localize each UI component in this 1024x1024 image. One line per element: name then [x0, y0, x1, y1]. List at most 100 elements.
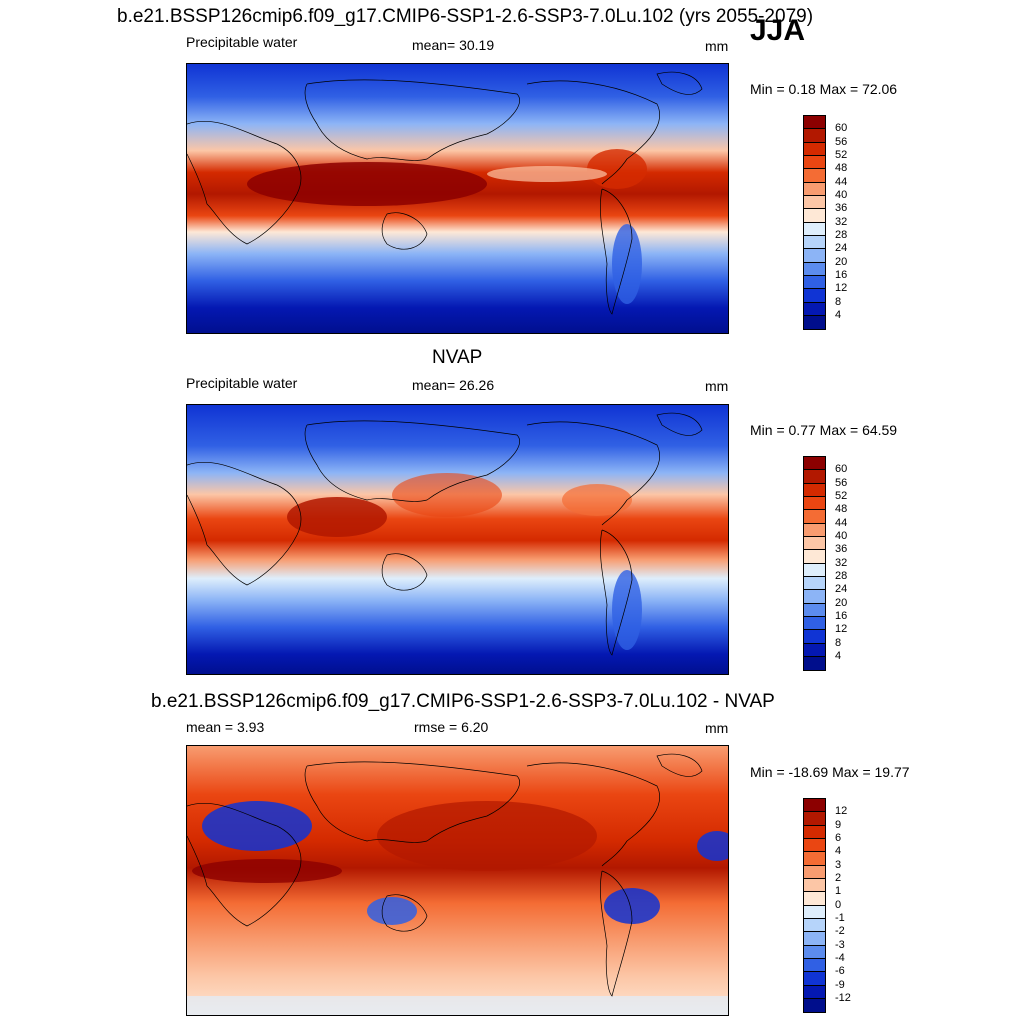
colorbar-swatch — [804, 169, 825, 183]
colorbar-swatch — [804, 799, 825, 813]
colorbar-swatch — [804, 865, 825, 879]
panel3-mean: mean = 3.93 — [186, 719, 264, 735]
colorbar-tick-label: 12 — [835, 282, 848, 294]
colorbar-tick-label: 1 — [835, 885, 842, 897]
panel2-max-label: Max = — [819, 422, 859, 438]
colorbar-swatch — [804, 235, 825, 250]
colorbar-tick-label: 40 — [835, 189, 848, 201]
colorbar-tick-label: 36 — [835, 543, 848, 555]
colorbar-swatch — [804, 616, 825, 631]
colorbar-swatch — [804, 483, 825, 497]
panel2-minmax: Min = 0.77 Max = 64.59 — [750, 422, 897, 438]
colorbar-tick-label: 16 — [835, 610, 848, 622]
colorbar-tick-label: 28 — [835, 570, 848, 582]
colorbar-tick-label: 4 — [835, 650, 842, 662]
colorbar-tick-label: 60 — [835, 463, 848, 475]
panel1-variable-label: Precipitable water — [186, 34, 298, 50]
colorbar-swatch — [804, 315, 825, 330]
panel3-max-value: 19.77 — [874, 764, 910, 780]
colorbar-swatch — [804, 825, 825, 839]
colorbar-swatch — [804, 838, 825, 853]
colorbar-swatch — [804, 523, 825, 537]
panel3-units: mm — [705, 720, 729, 736]
colorbar-tick-label: -2 — [835, 925, 845, 937]
colorbar-tick-label: -12 — [835, 992, 851, 1004]
colorbar-swatch — [804, 275, 825, 290]
panel2-coastlines — [187, 412, 703, 656]
colorbar-swatch — [804, 576, 825, 591]
panel3-heading: b.e21.BSSP126cmip6.f09_g17.CMIP6-SSP1-2.… — [151, 691, 775, 712]
colorbar-swatch — [804, 590, 825, 604]
colorbar-tick-label: 56 — [835, 136, 848, 148]
panel2-mean-value: 26.26 — [459, 377, 495, 393]
colorbar-swatch — [804, 985, 825, 999]
colorbar-swatch — [804, 289, 825, 303]
colorbar-swatch — [804, 209, 825, 223]
colorbar-tick-label: 9 — [835, 819, 842, 831]
colorbar-tick-label: 24 — [835, 242, 848, 254]
panel2-units: mm — [705, 378, 729, 394]
panel1-units: mm — [705, 38, 729, 54]
colorbar-tick-label: -4 — [835, 952, 845, 964]
panel3-coastlines — [187, 753, 703, 997]
colorbar-tick-label: 44 — [835, 176, 848, 188]
colorbar-tick-label: 3 — [835, 859, 842, 871]
colorbar-tick-label: 8 — [835, 296, 842, 308]
colorbar-swatch — [804, 878, 825, 893]
colorbar-swatch — [804, 972, 825, 986]
colorbar-tick-label: 52 — [835, 490, 848, 502]
colorbar-swatch — [804, 905, 825, 919]
colorbar-swatch — [804, 656, 825, 671]
colorbar-tick-label: 48 — [835, 503, 848, 515]
colorbar-tick-label: 6 — [835, 832, 842, 844]
colorbar-tick-label: -1 — [835, 912, 845, 924]
colorbar-tick-label: 36 — [835, 202, 848, 214]
colorbar-tick-label: 48 — [835, 162, 848, 174]
colorbar-tick-label: 32 — [835, 557, 848, 569]
colorbar-swatch — [804, 195, 825, 210]
panel2-max-value: 64.59 — [862, 422, 898, 438]
panel3-minmax: Min = -18.69 Max = 19.77 — [750, 764, 910, 780]
colorbar-swatch — [804, 262, 825, 276]
colorbar-swatch — [804, 852, 825, 866]
colorbar-tick-label: 16 — [835, 269, 848, 281]
panel3-rmse-label: rmse = — [414, 719, 458, 735]
colorbar-tick-label: 8 — [835, 637, 842, 649]
colorbar-tick-label: 12 — [835, 623, 848, 635]
colorbar-swatch — [804, 918, 825, 933]
panel2-heading: NVAP — [432, 347, 483, 368]
plot-title: b.e21.BSSP126cmip6.f09_g17.CMIP6-SSP1-2.… — [117, 6, 814, 27]
colorbar-tick-label: -9 — [835, 979, 845, 991]
colorbar-swatch — [804, 510, 825, 524]
panel1-min-label: Min = — [750, 81, 785, 97]
colorbar-tick-label: 40 — [835, 530, 848, 542]
colorbar-tick-label: 56 — [835, 477, 848, 489]
panel3-map — [186, 745, 729, 1016]
panel3-colorbar — [803, 798, 826, 1014]
panel3-rmse-value: 6.20 — [461, 719, 489, 735]
panel1-mean: mean= 30.19 — [412, 37, 494, 53]
colorbar-swatch — [804, 470, 825, 484]
colorbar-swatch — [804, 302, 825, 316]
colorbar-swatch — [804, 536, 825, 551]
colorbar-swatch — [804, 222, 825, 236]
colorbar-tick-label: 60 — [835, 122, 848, 134]
colorbar-tick-label: 4 — [835, 845, 842, 857]
panel1-coastlines — [187, 71, 703, 315]
colorbar-swatch — [804, 998, 825, 1013]
colorbar-tick-label: 32 — [835, 216, 848, 228]
panel2-mean: mean= 26.26 — [412, 377, 494, 393]
colorbar-swatch — [804, 116, 825, 130]
colorbar-swatch — [804, 563, 825, 577]
colorbar-tick-label: 52 — [835, 149, 848, 161]
panel3-max-label: Max = — [832, 764, 871, 780]
colorbar-tick-label: 0 — [835, 899, 842, 911]
colorbar-swatch — [804, 932, 825, 946]
colorbar-swatch — [804, 643, 825, 657]
colorbar-swatch — [804, 182, 825, 196]
panel1-min-value: 0.18 — [788, 81, 816, 97]
colorbar-swatch — [804, 457, 825, 471]
colorbar-tick-label: 28 — [835, 229, 848, 241]
colorbar-tick-label: 2 — [835, 872, 842, 884]
panel1-max-label: Max = — [819, 81, 859, 97]
